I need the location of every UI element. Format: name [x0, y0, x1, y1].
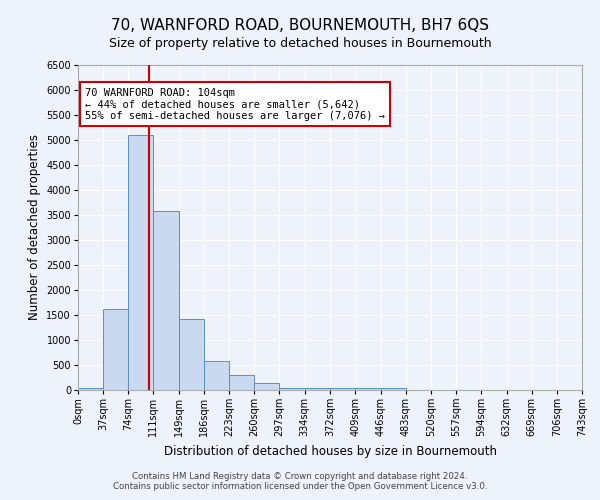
Text: 70, WARNFORD ROAD, BOURNEMOUTH, BH7 6QS: 70, WARNFORD ROAD, BOURNEMOUTH, BH7 6QS: [111, 18, 489, 32]
X-axis label: Distribution of detached houses by size in Bournemouth: Distribution of detached houses by size …: [163, 445, 497, 458]
Text: Contains HM Land Registry data © Crown copyright and database right 2024.: Contains HM Land Registry data © Crown c…: [132, 472, 468, 481]
Bar: [229, 375, 254, 390]
Text: Contains public sector information licensed under the Open Government Licence v3: Contains public sector information licen…: [113, 482, 487, 491]
Text: 70 WARNFORD ROAD: 104sqm
← 44% of detached houses are smaller (5,642)
55% of sem: 70 WARNFORD ROAD: 104sqm ← 44% of detach…: [85, 88, 385, 120]
Bar: [280, 388, 305, 390]
Bar: [153, 211, 179, 390]
Bar: [380, 388, 406, 390]
Bar: [331, 388, 355, 390]
Bar: [355, 388, 380, 390]
Y-axis label: Number of detached properties: Number of detached properties: [28, 134, 41, 320]
Bar: [103, 308, 128, 390]
Bar: [254, 383, 280, 390]
Bar: [305, 388, 331, 390]
Bar: [179, 319, 204, 390]
Bar: [204, 361, 229, 390]
Bar: [78, 388, 103, 390]
Bar: [128, 135, 153, 390]
Text: Size of property relative to detached houses in Bournemouth: Size of property relative to detached ho…: [109, 38, 491, 51]
